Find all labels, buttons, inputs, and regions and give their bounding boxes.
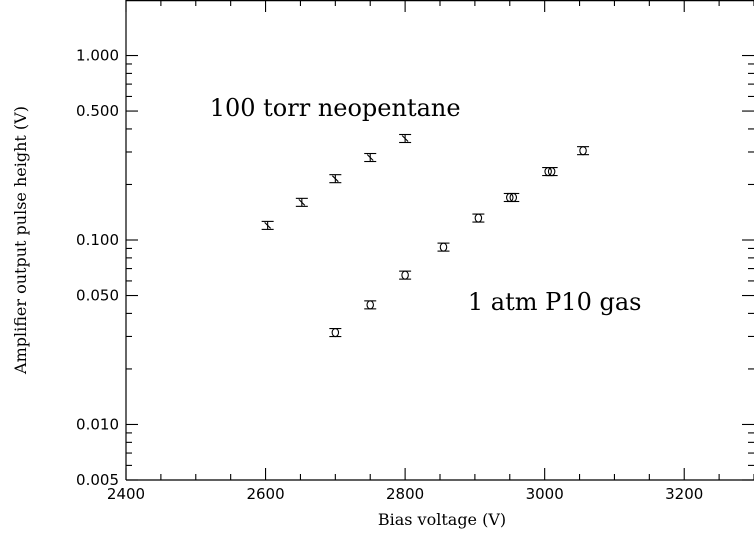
errorbar-point (399, 133, 412, 144)
y-tick-label: 0.100 (76, 231, 119, 249)
x-tick-label: 3200 (665, 485, 703, 503)
circle-point (472, 213, 485, 223)
errorbar-point (295, 197, 308, 207)
x-axis-ticks: 2400 2600 2800 3000 3200 (107, 0, 754, 503)
point-mark (579, 146, 587, 156)
x-tick-label: 2400 (107, 485, 145, 503)
data-points (261, 133, 590, 338)
circle-point (437, 242, 450, 252)
y-tick-label: 0.500 (76, 102, 119, 120)
plot-frame (125, 0, 754, 481)
point-mark (366, 154, 374, 161)
annotation-neopentane: 100 torr neopentane (210, 94, 461, 122)
y-axis-ticks: 1.000 0.500 0.100 0.050 0.010 0.005 (76, 0, 754, 489)
x-tick-label: 2800 (386, 485, 424, 503)
point-mark (509, 192, 518, 203)
y-tick-label: 0.005 (76, 471, 119, 489)
point-mark (366, 300, 374, 310)
errorbar-point (261, 220, 274, 230)
point-mark (331, 175, 339, 183)
errorbar-point (329, 174, 342, 184)
point-mark (439, 242, 448, 252)
point-mark (401, 135, 409, 142)
x-tick-label: 3000 (526, 485, 564, 503)
point-mark (331, 327, 340, 338)
point-mark (547, 166, 556, 177)
circle-point (507, 192, 520, 203)
point-mark (298, 198, 306, 206)
circle-point (545, 166, 558, 177)
errorbar-point (364, 152, 377, 163)
point-mark (264, 222, 272, 229)
y-tick-label: 1.000 (76, 47, 119, 65)
x-tick-label: 2600 (246, 485, 284, 503)
annotation-p10-gas: 1 atm P10 gas (468, 288, 642, 316)
circle-point (399, 270, 412, 280)
y-axis-title: Amplifier output pulse height (V) (11, 106, 30, 375)
x-axis-title: Bias voltage (V) (378, 510, 506, 529)
y-tick-label: 0.010 (76, 415, 119, 433)
y-tick-label: 0.050 (76, 287, 119, 305)
circle-point (329, 327, 342, 338)
point-mark (401, 270, 409, 280)
circle-point (364, 300, 377, 310)
circle-point (577, 146, 590, 156)
point-mark (474, 213, 483, 223)
